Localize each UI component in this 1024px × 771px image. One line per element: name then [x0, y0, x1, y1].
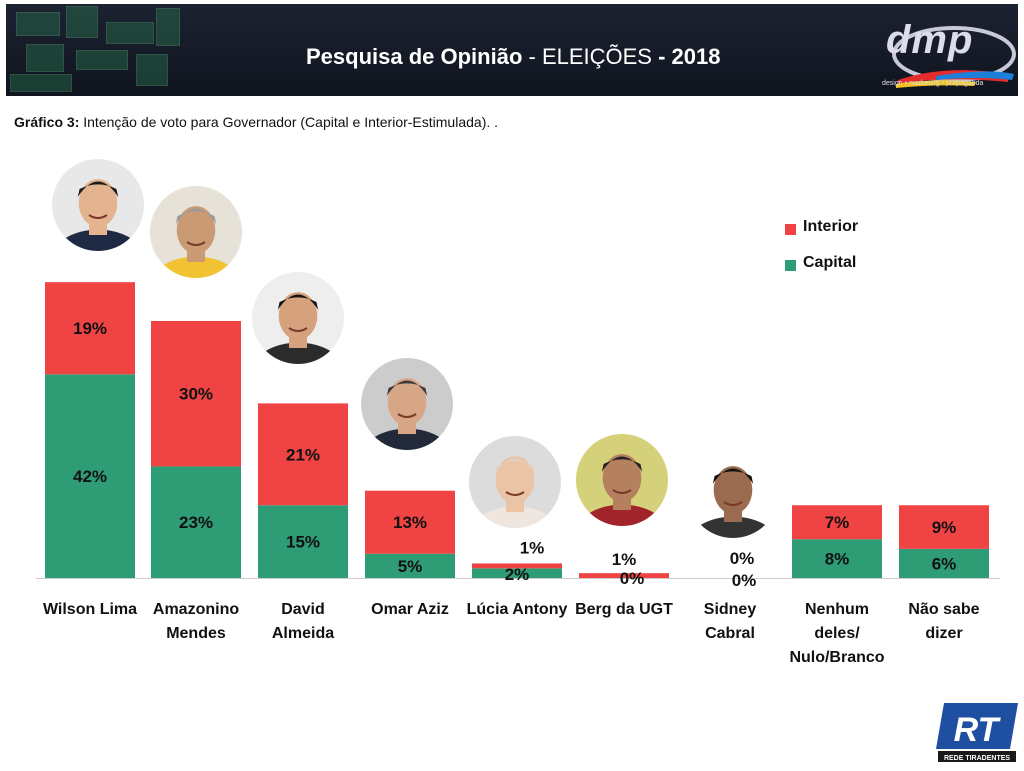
category-label-line: Mendes — [166, 625, 226, 642]
candidate-photo — [52, 159, 144, 251]
bar-capital — [258, 505, 348, 578]
dmp-logo-subtext: design • marketing • propaganda — [882, 80, 984, 87]
title-year: - 2018 — [658, 44, 721, 69]
candidate-photo — [252, 272, 344, 364]
chart-subtitle-prefix: Gráfico 3: — [14, 114, 80, 130]
category-label-line: deles/ — [814, 625, 860, 642]
category-label-line: David — [281, 601, 325, 618]
dmp-logo-text: dmp — [886, 18, 974, 62]
category-label-line: Almeida — [271, 625, 335, 642]
candidate-photo — [576, 434, 668, 526]
portrait-icon — [578, 454, 666, 526]
rt-logo: RT REDE TIRADENTES — [936, 703, 1018, 763]
category-label-line: Nulo/Branco — [789, 649, 885, 666]
portrait-icon — [689, 466, 777, 538]
bar-interior — [472, 563, 562, 569]
page-title: Pesquisa de Opinião - ELEIÇÕES - 2018 — [306, 44, 721, 70]
data-label-interior: 1% — [520, 538, 545, 557]
data-label-capital: 0% — [620, 569, 645, 588]
rt-logo-subtext: REDE TIRADENTES — [944, 755, 1010, 762]
bar-capital — [792, 539, 882, 578]
category-label-line: Berg da UGT — [575, 601, 673, 618]
category-label-line: Nenhum — [805, 601, 869, 618]
header-banner: Pesquisa de Opinião - ELEIÇÕES - 2018 dm… — [6, 4, 1018, 96]
portrait-icon — [363, 378, 451, 450]
data-label-capital: 15% — [286, 533, 320, 552]
bar-capital — [899, 548, 989, 578]
data-label-interior: 0% — [730, 549, 755, 568]
legend-swatch-interior — [785, 224, 796, 235]
legend-swatch-capital — [785, 260, 796, 271]
legend-label-interior: Interior — [803, 218, 859, 235]
category-label: Berg da UGT — [572, 598, 676, 622]
bar-capital — [365, 553, 455, 578]
legend-label-capital: Capital — [803, 254, 857, 271]
category-label: Não sabe dizer — [892, 598, 996, 646]
candidate-photo — [469, 436, 561, 528]
data-label-interior: 7% — [825, 513, 850, 532]
category-label: Lúcia Antony — [465, 598, 569, 622]
title-mid: - ELEIÇÕES — [522, 44, 659, 69]
bar-interior — [899, 505, 989, 549]
data-label-capital: 0% — [732, 571, 757, 590]
dmp-logo: dmp design • marketing • propaganda — [876, 18, 1016, 94]
candidate-photo — [150, 186, 242, 278]
category-label: Amazonino Mendes — [144, 598, 248, 646]
data-label-capital: 5% — [398, 557, 423, 576]
dmp-logo-graphic — [892, 26, 1016, 88]
category-label: Wilson Lima — [38, 598, 142, 622]
bar-capital — [472, 568, 562, 578]
category-label-line: Lúcia Antony — [466, 601, 568, 618]
chart-subtitle: Gráfico 3: Intenção de voto para Governa… — [14, 114, 498, 130]
category-label-line: Omar Aziz — [371, 601, 449, 618]
data-label-capital: 6% — [932, 554, 957, 573]
category-label-line: Cabral — [705, 625, 755, 642]
bar-interior — [258, 403, 348, 506]
rt-logo-text: RT — [954, 711, 1002, 749]
portrait-icon — [54, 179, 142, 251]
candidate-photo — [361, 358, 453, 450]
title-main: Pesquisa de Opinião — [306, 44, 523, 69]
data-label-interior: 13% — [393, 513, 427, 532]
category-label: Nenhum deles/Nulo/Branco — [785, 598, 889, 670]
bar-interior — [579, 573, 669, 578]
category-label-line: Wilson Lima — [42, 601, 138, 618]
portrait-icon — [471, 456, 559, 528]
category-label-line: Não sabe — [908, 601, 980, 618]
chart-subtitle-text: Intenção de voto para Governador (Capita… — [79, 114, 499, 130]
header-decoration — [6, 4, 206, 96]
data-label-capital: 23% — [179, 513, 213, 532]
bar-capital — [45, 374, 135, 578]
data-label-capital: 8% — [825, 550, 850, 569]
candidate-photo — [687, 446, 779, 538]
data-label-interior: 9% — [932, 518, 957, 537]
data-label-capital: 42% — [73, 467, 107, 486]
bar-interior — [365, 490, 455, 554]
data-label-capital: 2% — [505, 565, 530, 584]
category-label: David Almeida — [251, 598, 355, 646]
bar-interior — [792, 505, 882, 540]
category-label-line: dizer — [925, 625, 963, 642]
data-label-interior: 21% — [286, 445, 320, 464]
bar-interior — [151, 320, 241, 467]
portrait-icon — [152, 206, 240, 278]
rt-logo-graphic: RT REDE TIRADENTES — [936, 703, 1018, 762]
data-label-interior: 19% — [73, 319, 107, 338]
data-label-interior: 30% — [179, 385, 213, 404]
category-label-line: Amazonino — [152, 601, 240, 618]
category-label: Omar Aziz — [358, 598, 462, 622]
portrait-icon — [254, 292, 342, 364]
bar-interior — [45, 282, 135, 375]
category-label-line: Sidney — [703, 601, 757, 618]
category-label: Sidney Cabral — [678, 598, 782, 646]
bar-capital — [151, 466, 241, 578]
data-label-interior: 1% — [612, 550, 637, 569]
